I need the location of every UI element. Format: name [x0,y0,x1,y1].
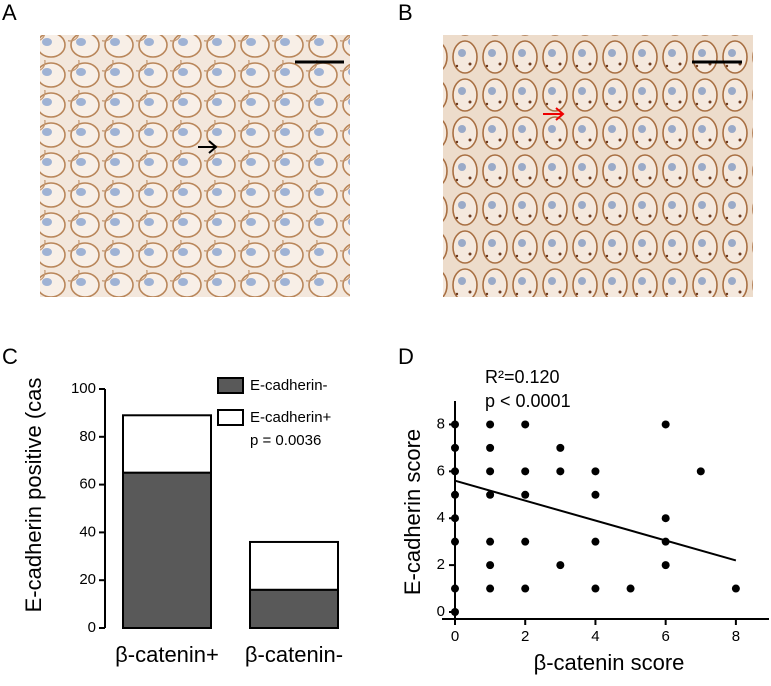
y-axis-label: E-cadherin positive (cas [21,378,46,613]
y-tick-label: 4 [437,509,445,526]
y-tick-label: 80 [79,428,96,445]
point [661,514,670,523]
panel-label: A [2,0,17,25]
y-tick-label: 40 [79,523,96,540]
point [486,561,495,570]
arrow [198,140,218,154]
x-axis-label: β-catenin score [534,650,685,675]
point [591,490,600,499]
bar-segment [249,540,339,591]
point [486,584,495,593]
panel-label: C [2,344,18,369]
point [591,467,600,476]
panel-label: D [398,344,414,369]
legend-label: E-cadherin+ [250,409,332,426]
point [556,467,565,476]
legend-swatch [217,409,244,426]
panel-label: B [398,0,413,25]
bar-segment [122,414,212,474]
x-tick-label: 4 [591,628,599,645]
point [451,467,459,476]
point [661,420,670,429]
point [556,561,565,570]
point [521,490,530,499]
point [591,537,600,546]
point [556,443,565,452]
legend-swatch [217,377,244,394]
x-tick-label: 0 [451,628,459,645]
point [486,537,495,546]
annotation: p < 0.0001 [485,391,571,411]
point [731,584,740,593]
y-tick-label: 100 [71,380,96,397]
annotation: R²=0.120 [485,367,560,387]
x-tick-label: 8 [732,628,740,645]
point [451,584,459,593]
annotation: p = 0.0036 [250,432,321,449]
y-tick-label: 60 [79,476,96,493]
point [521,584,530,593]
point [696,467,705,476]
point [451,608,459,616]
point [451,443,459,452]
point [521,537,530,546]
fit-line [454,479,737,562]
y-tick-label: 8 [437,415,445,432]
point [626,584,635,593]
y-tick-label: 20 [79,571,96,588]
arrow [543,107,565,121]
point [521,467,530,476]
y-axis-label: E-cadherin score [400,429,425,595]
point [451,514,459,523]
point [451,420,459,429]
x-tick-label: β-catenin- [245,642,343,667]
y-tick-label: 0 [88,619,96,636]
bar-segment [122,471,212,629]
x-tick-label: β-catenin+ [115,642,219,667]
x-tick-label: 6 [661,628,669,645]
y-tick-label: 0 [437,603,445,620]
point [521,420,530,429]
micrograph [443,35,753,297]
point [486,467,495,476]
point [661,561,670,570]
point [486,420,495,429]
y-tick-label: 6 [437,462,445,479]
point [451,490,459,499]
point [451,537,459,546]
x-tick-label: 2 [521,628,529,645]
point [486,490,495,499]
bar-segment [249,588,339,630]
y-tick-label: 2 [437,556,445,573]
legend-label: E-cadherin- [250,377,328,394]
point [591,584,600,593]
micrograph [40,35,350,297]
point [486,443,495,452]
